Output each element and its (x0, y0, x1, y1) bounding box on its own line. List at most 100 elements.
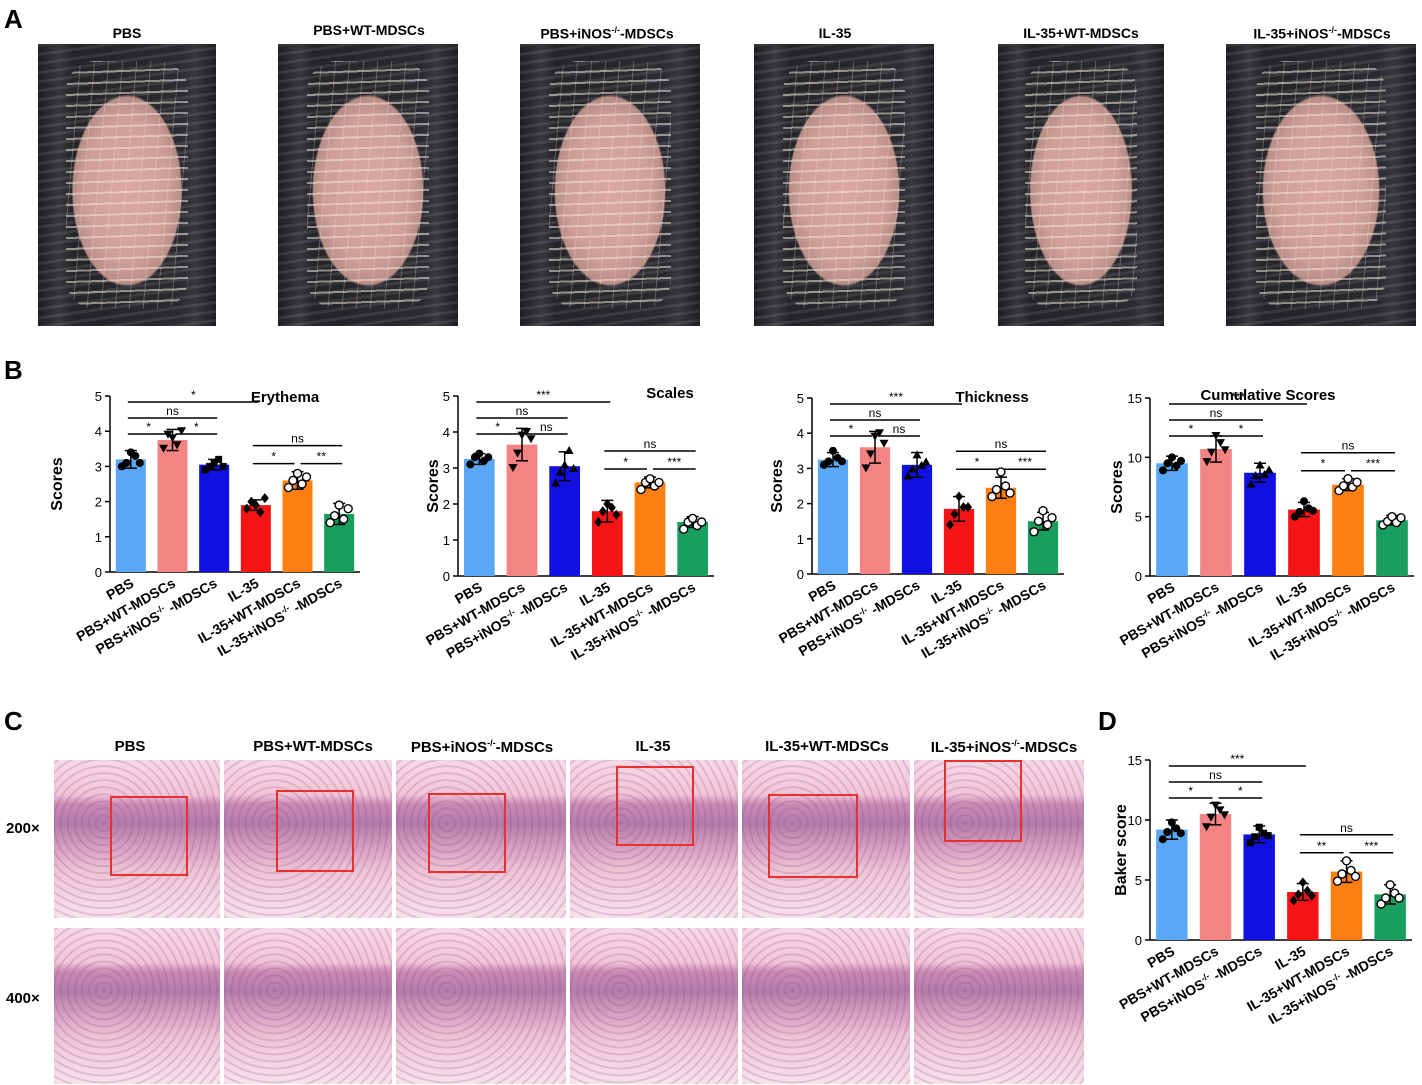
bar (1156, 829, 1188, 940)
data-point (475, 449, 484, 458)
data-point (159, 444, 168, 453)
data-point (1251, 833, 1259, 841)
data-point (1047, 512, 1057, 523)
significance-label: * (1188, 784, 1193, 798)
bar (115, 459, 146, 572)
significance-label: * (191, 388, 196, 402)
data-point (1337, 869, 1347, 879)
data-point (875, 429, 884, 438)
data-point (1220, 446, 1230, 455)
data-point (607, 502, 616, 513)
data-point (251, 500, 260, 511)
data-point (1343, 473, 1353, 484)
histo-label-il35-wt: IL-35+WT-MDSCs (765, 738, 889, 755)
data-point (1168, 453, 1176, 462)
histo-200-pbs-inos (396, 760, 566, 918)
bar (157, 440, 188, 572)
data-point (1000, 481, 1011, 491)
y-tick-label: 4 (797, 426, 804, 441)
data-point (508, 464, 518, 472)
data-point (1216, 439, 1225, 448)
photo-label-pbs-wt: PBS+WT-MDSCs (313, 22, 425, 38)
skin-photo-pbs-inos (520, 44, 700, 326)
data-point (301, 472, 312, 482)
data-point (612, 509, 621, 520)
data-point (1264, 832, 1272, 840)
data-point (466, 460, 475, 469)
y-tick-label: 5 (95, 389, 102, 404)
data-point (598, 506, 607, 517)
data-point (687, 513, 698, 524)
y-tick-label: 0 (1135, 569, 1142, 584)
data-point (903, 471, 913, 480)
data-point (912, 450, 922, 459)
significance-label: *** (1366, 457, 1380, 471)
y-tick-label: 1 (95, 530, 102, 545)
data-point (1246, 839, 1254, 847)
data-point (1394, 893, 1404, 903)
data-point (247, 496, 256, 507)
data-point (1029, 527, 1039, 537)
y-tick-label: 0 (797, 567, 804, 582)
data-point (1346, 865, 1356, 876)
data-point (1220, 811, 1229, 820)
y-tick-label: 2 (797, 497, 804, 512)
data-point (564, 446, 574, 454)
region-box-pbs-inos (428, 793, 506, 873)
bar (901, 464, 933, 574)
skin-photo-il35-inos (1226, 44, 1416, 326)
significance-label: ns (1209, 768, 1222, 782)
data-point (1352, 477, 1362, 487)
region-box-pbs (110, 796, 188, 876)
bar (463, 459, 495, 576)
data-point (172, 441, 182, 450)
histo-label-il35-inos: IL-35+iNOS-/--MDSCs (930, 738, 1078, 756)
significance-label: *** (889, 390, 903, 404)
photo-label-il35: IL-35 (818, 25, 852, 41)
data-point (594, 517, 603, 527)
y-tick-label: 0 (95, 565, 102, 580)
histo-200-il35 (570, 760, 738, 918)
y-tick-label: 15 (1128, 391, 1142, 406)
y-tick-label: 10 (1128, 450, 1142, 465)
data-point (829, 446, 837, 455)
y-tick-label: 5 (797, 391, 804, 406)
data-point (260, 493, 269, 504)
bar (1244, 472, 1276, 576)
significance-label: ns (644, 437, 657, 451)
data-point (946, 519, 954, 530)
significance-label: * (1321, 457, 1326, 471)
data-point (1385, 880, 1395, 890)
bar (1376, 520, 1408, 576)
data-point (870, 432, 880, 441)
panel-letter-b: B (4, 355, 23, 385)
data-point (1251, 471, 1260, 480)
region-box-il35 (616, 766, 694, 846)
region-box-pbs-wt (276, 790, 354, 872)
data-point (1255, 460, 1265, 469)
significance-label: * (1238, 784, 1243, 798)
histo-label-il35: IL-35 (635, 738, 671, 755)
significance-label: ns (516, 404, 529, 418)
data-point (484, 453, 493, 462)
data-point (917, 460, 926, 469)
significance-label: * (1239, 422, 1244, 436)
histo-400-il35-inos (914, 928, 1084, 1084)
data-point (696, 517, 707, 527)
data-point (678, 524, 689, 534)
panel-letter-c: C (4, 706, 23, 736)
bar (240, 505, 271, 572)
data-point (1260, 829, 1268, 837)
histo-200-pbs-wt (224, 760, 392, 918)
photo-label-pbs-inos: PBS+iNOS-/--MDSCs (540, 25, 674, 42)
data-point (551, 478, 561, 487)
histo-400-il35 (570, 928, 738, 1084)
data-point (824, 457, 833, 466)
y-tick-label: 1 (443, 533, 450, 548)
y-tick-label: 15 (1128, 753, 1142, 768)
data-point (1033, 516, 1044, 526)
chart-title: Cumulative Scores (1200, 387, 1335, 404)
data-point (959, 502, 968, 513)
